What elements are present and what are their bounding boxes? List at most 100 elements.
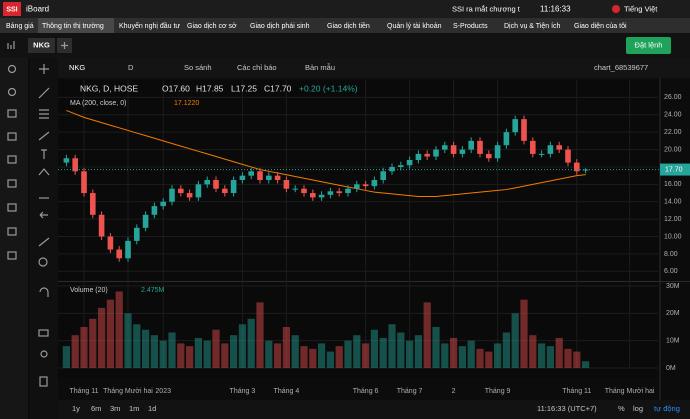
range-button[interactable]: 3m: [110, 404, 120, 413]
y-tick-label: 8.00: [664, 251, 678, 258]
menu-item[interactable]: Giao dịch cơ sở: [187, 22, 237, 30]
percent-toggle[interactable]: %: [618, 404, 625, 413]
order-label[interactable]: Đặt lệnh: [635, 40, 663, 49]
toolbar-chart-name[interactable]: chart_68539677: [594, 63, 648, 72]
menu-item[interactable]: S-Products: [453, 23, 488, 30]
volume-bar: [309, 348, 317, 368]
last-price-label: 17.70: [665, 166, 683, 173]
candle-body: [521, 119, 527, 141]
menu-item[interactable]: Dịch vụ & Tiện ích: [504, 23, 561, 30]
top-bar: [0, 0, 690, 18]
x-tick-label: 2023: [155, 388, 171, 395]
y-tick-label: 24.00: [664, 112, 682, 119]
menu-item[interactable]: Bảng giá: [6, 23, 34, 30]
y-tick-label: 20.00: [664, 146, 682, 153]
candle-body: [239, 175, 246, 180]
brand: iBoard: [26, 5, 49, 14]
x-tick-label: 2: [452, 388, 456, 395]
menu-item[interactable]: Khuyến nghị đầu tư: [119, 21, 180, 30]
candle-body: [195, 184, 202, 198]
tab-label[interactable]: NKG: [33, 40, 50, 49]
menu-item[interactable]: Giao dịch tiền: [327, 21, 370, 30]
volume-bar: [124, 313, 132, 368]
candle-body: [90, 193, 96, 215]
volume-bar: [494, 343, 502, 368]
logo[interactable]: SSI: [6, 6, 17, 13]
log-toggle[interactable]: log: [633, 404, 643, 413]
flag[interactable]: [612, 5, 620, 13]
candle-body: [398, 165, 404, 167]
candle-body: [477, 140, 483, 154]
volume-bar: [230, 335, 238, 368]
volume-bar: [414, 335, 422, 368]
volume-bar: [168, 332, 176, 368]
candle-body: [213, 180, 219, 189]
toolbar-templates[interactable]: Bản mẫu: [305, 63, 335, 72]
y-tick-label: 10.00: [664, 233, 682, 240]
range-button[interactable]: 6m: [91, 404, 101, 413]
candle-body: [380, 171, 386, 180]
ma-value: 17.1220: [174, 100, 199, 107]
volume-bar: [62, 346, 70, 368]
toolbar-interval[interactable]: D: [128, 63, 134, 72]
toolbar-symbol[interactable]: NKG: [69, 63, 85, 72]
y-tick-label: 22.00: [664, 129, 682, 136]
range-button[interactable]: 1m: [129, 404, 139, 413]
candle-body: [63, 158, 70, 163]
volume-bar: [291, 335, 299, 368]
volume-bar: [362, 343, 370, 368]
candle-body: [274, 175, 281, 180]
ticker-news[interactable]: SSI ra mắt chương t: [452, 4, 521, 13]
volume-bar: [282, 327, 290, 368]
candle-body: [530, 140, 536, 154]
menu-item[interactable]: Giao diện của tôi: [574, 22, 627, 30]
volume-bar: [573, 351, 581, 368]
logo-box[interactable]: [3, 2, 21, 16]
auto-toggle[interactable]: tự động: [654, 404, 680, 413]
candle-body: [301, 188, 307, 194]
x-tick-label: Tháng 3: [230, 388, 256, 395]
candle-body: [81, 171, 87, 194]
x-tick-label: Tháng 9: [485, 388, 511, 395]
candle-body: [160, 201, 166, 207]
sidebar: [0, 58, 28, 419]
footer-clock: 11:16:33 (UTC+7): [537, 404, 597, 413]
menu-item[interactable]: Thông tin thị trường: [42, 23, 104, 30]
x-tick-label: Tháng Mười hai: [103, 388, 153, 395]
candle-body: [538, 153, 545, 155]
toolbar-indicators[interactable]: Các chỉ báo: [237, 63, 277, 72]
y-tick-label: 26.00: [664, 94, 682, 101]
volume-tick-label: 0M: [666, 365, 676, 372]
legend-high: H17.85: [196, 83, 224, 93]
legend-close: C17.70: [264, 83, 292, 93]
volume-bar: [80, 327, 88, 368]
candle-body: [107, 236, 114, 250]
legend-title: NKG, D, HOSE: [80, 83, 138, 93]
order-button[interactable]: [626, 37, 671, 54]
language[interactable]: Tiếng Việt: [624, 4, 658, 13]
menu-item[interactable]: Quản lý tài khoản: [387, 23, 442, 30]
tab[interactable]: [28, 38, 55, 53]
candle-body: [292, 188, 298, 190]
candle-body: [169, 188, 175, 202]
candle-body: [574, 162, 580, 172]
range-button[interactable]: 1d: [148, 404, 156, 413]
y-tick-label: 16.00: [664, 181, 682, 188]
volume-bar: [106, 299, 114, 368]
volume-bar: [300, 346, 308, 368]
range-button[interactable]: 1y: [72, 404, 80, 413]
volume-bar: [98, 307, 106, 368]
menu-active: [38, 18, 114, 33]
volume-bar: [546, 346, 554, 368]
candle-body: [547, 145, 554, 154]
candle-body: [442, 145, 448, 150]
legend-change: +0.20 (+1.14%): [299, 83, 358, 93]
volume-bar: [555, 337, 563, 368]
toolbar-compare[interactable]: So sánh: [184, 63, 212, 72]
candle-body: [406, 160, 413, 166]
volume-bar: [186, 346, 194, 368]
candle-body: [230, 180, 237, 194]
volume-bar: [159, 340, 167, 368]
candle-body: [204, 180, 210, 185]
menu-item[interactable]: Giao dịch phái sinh: [250, 23, 310, 30]
